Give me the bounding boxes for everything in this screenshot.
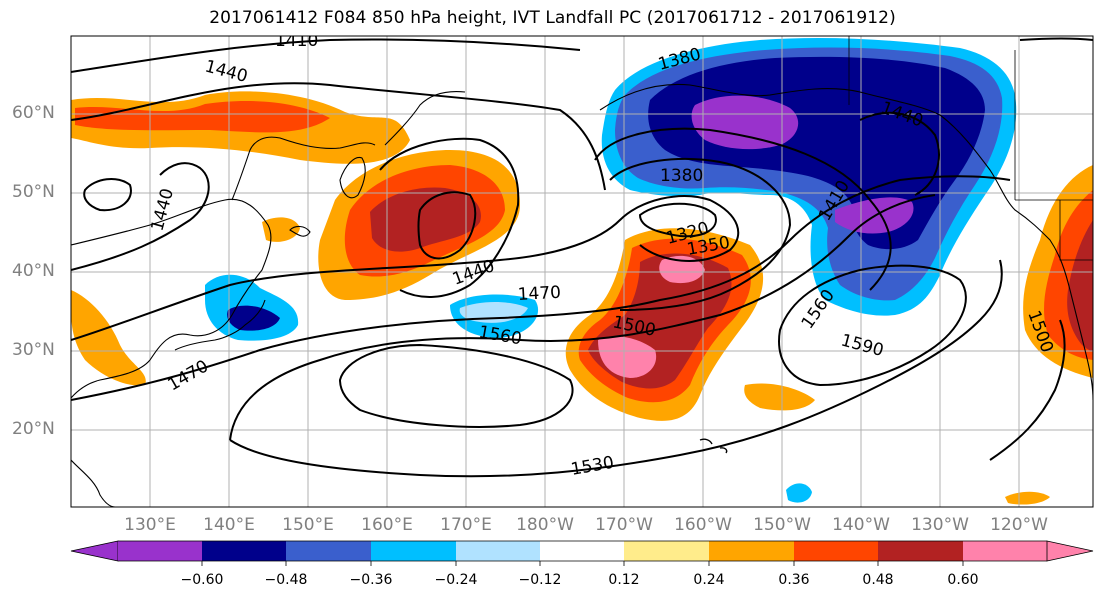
map-title: 2017061412 F084 850 hPa height, IVT Land… xyxy=(209,8,896,28)
colorbar-segment xyxy=(794,541,878,561)
colorbar-tick-label: −0.24 xyxy=(434,572,478,588)
lon-label: 170°W xyxy=(595,515,653,535)
lon-label: 120°W xyxy=(990,515,1048,535)
colorbar-segment xyxy=(456,541,540,561)
colorbar-tick-label: 0.48 xyxy=(862,572,894,588)
lon-label: 150°W xyxy=(753,515,811,535)
lon-label: 160°E xyxy=(361,515,413,535)
lat-label: 40°N xyxy=(12,261,55,281)
lat-label: 20°N xyxy=(12,419,55,439)
colorbar xyxy=(70,540,1094,566)
lat-label: 30°N xyxy=(12,340,55,360)
coastlines xyxy=(71,36,1093,507)
colorbar-over-arrow xyxy=(1046,540,1094,562)
lat-label: 60°N xyxy=(12,103,55,123)
lon-label: 170°E xyxy=(440,515,492,535)
colorbar-tick-label: −0.48 xyxy=(264,572,308,588)
colorbar-tick-label: 0.12 xyxy=(608,572,640,588)
colorbar-segment xyxy=(709,541,794,561)
graticule xyxy=(71,36,1093,507)
colorbar-segment xyxy=(118,541,202,561)
lon-label: 140°E xyxy=(203,515,255,535)
colorbar-tick-label: 0.60 xyxy=(947,572,979,588)
colorbar-segment xyxy=(202,541,286,561)
colorbar-tick-label: 0.36 xyxy=(778,572,810,588)
contour-label: 1410 xyxy=(275,31,318,51)
colorbar-segment xyxy=(878,541,963,561)
lon-label: 130°E xyxy=(124,515,176,535)
colorbar-segment xyxy=(963,541,1047,561)
colorbar-segment xyxy=(540,541,624,561)
colorbar-tick-label: 0.24 xyxy=(693,572,725,588)
lon-label: 140°W xyxy=(832,515,890,535)
lon-label: 150°E xyxy=(282,515,334,535)
colorbar-segment xyxy=(624,541,709,561)
colorbar-segment xyxy=(286,541,371,561)
lon-label: 180°W xyxy=(516,515,574,535)
colorbar-tick-label: −0.36 xyxy=(349,572,393,588)
colorbar-under-arrow xyxy=(70,540,119,562)
lat-label: 50°N xyxy=(12,182,55,202)
ivt-shading xyxy=(71,37,1093,505)
map-frame xyxy=(70,35,1094,508)
colorbar-tick-label: −0.60 xyxy=(180,572,224,588)
contour-label: 1380 xyxy=(660,166,703,186)
contour-labels: 1410 1440 1380 1440 1440 1380 1320 1350 … xyxy=(148,31,1057,480)
height-contours xyxy=(71,37,1093,478)
contour-label: 1470 xyxy=(517,283,561,305)
lon-label: 130°W xyxy=(911,515,969,535)
colorbar-segment xyxy=(371,541,456,561)
lon-label: 160°W xyxy=(674,515,732,535)
colorbar-tick-label: −0.12 xyxy=(518,572,562,588)
